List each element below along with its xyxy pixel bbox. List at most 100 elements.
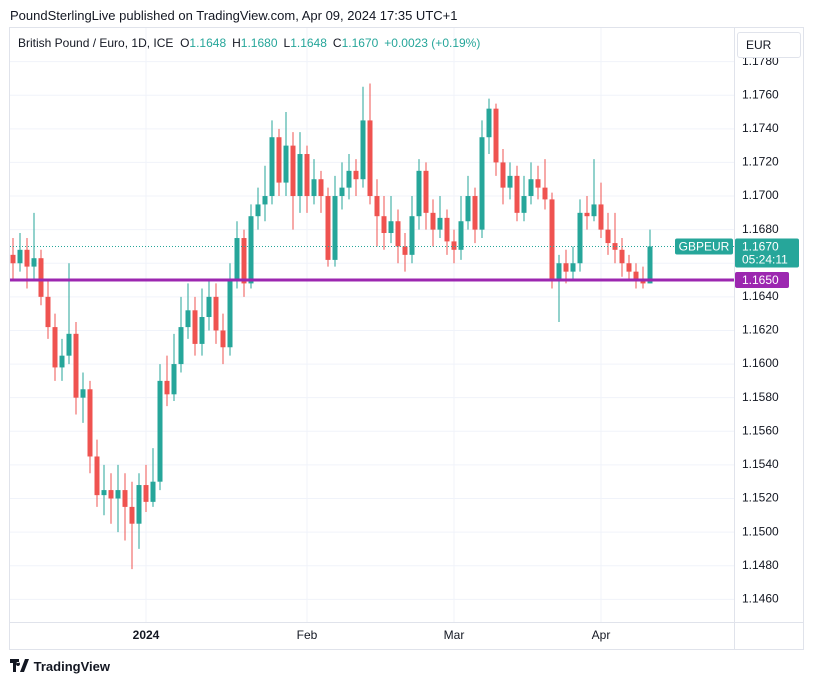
candle-body [304, 154, 310, 197]
candle-body [129, 506, 135, 524]
candle-body [108, 490, 114, 499]
x-tick-label: 2024 [133, 628, 160, 642]
y-tick-label: 1.1620 [742, 323, 779, 337]
candle-body [381, 216, 387, 234]
candle-body [227, 280, 233, 348]
frame [9, 27, 804, 650]
candle-body [626, 263, 632, 272]
candle-body [290, 145, 296, 197]
candle-body [479, 137, 485, 230]
candle-body [640, 280, 646, 284]
candle-body [577, 212, 583, 264]
candle-body [234, 238, 240, 281]
candle-body [101, 490, 107, 496]
candle-body [514, 175, 520, 213]
legend-key: C [332, 36, 342, 50]
candle-body [31, 258, 37, 267]
candle-body [507, 175, 513, 188]
y-tick-label: 1.1760 [742, 87, 779, 101]
last-price-label: 1.1670 [742, 240, 779, 254]
candle-body [549, 199, 555, 281]
candle-body [136, 485, 142, 524]
candle-body [206, 296, 212, 318]
candle-body [500, 162, 506, 188]
candle-body [598, 204, 604, 230]
y-tick-label: 1.1640 [742, 289, 779, 303]
candle-body [192, 310, 198, 344]
brand: TradingView [33, 659, 110, 674]
candle-body [248, 216, 254, 284]
candle-body [395, 221, 401, 247]
y-tick-label: 1.1680 [742, 222, 779, 236]
y-tick-label: 1.1580 [742, 390, 779, 404]
symbol-label: GBPEUR [679, 240, 730, 254]
legend-key: H [232, 36, 241, 50]
candle-body [80, 389, 86, 398]
candle-body [409, 216, 415, 255]
currency-button[interactable]: EUR [737, 32, 801, 58]
candle-body [52, 327, 58, 368]
candle-body [171, 364, 177, 395]
candle-body [255, 204, 261, 217]
y-tick-label: 1.1460 [742, 591, 779, 605]
candle-body [633, 271, 639, 281]
candle-body [213, 296, 219, 331]
candle-body [122, 490, 128, 507]
legend-key: O [180, 36, 190, 50]
y-tick-label: 1.1720 [742, 155, 779, 169]
y-tick-label: 1.1520 [742, 491, 779, 505]
candle-body [311, 179, 317, 197]
candle-body [465, 196, 471, 222]
candle-body [416, 170, 422, 217]
candle-body [493, 108, 499, 163]
candle-body [423, 170, 429, 213]
candle-body [374, 196, 380, 217]
candle-body [143, 485, 149, 502]
x-tick-label: Feb [297, 628, 318, 642]
candle-body [388, 221, 394, 234]
candle-body [486, 108, 492, 138]
candle-body [297, 154, 303, 197]
legend-value: 1.1680 [240, 36, 278, 50]
candle-body [570, 263, 576, 272]
legend-value: 1.1648 [189, 36, 227, 50]
y-tick-label: 1.1540 [742, 457, 779, 471]
header: PoundSterlingLive published on TradingVi… [10, 8, 458, 23]
candle-body [115, 490, 121, 499]
candle-body [353, 170, 359, 180]
candle-body [199, 317, 205, 344]
candle-body [535, 179, 541, 188]
candle-body [472, 196, 478, 230]
candle-body [563, 263, 569, 272]
candle-body [619, 249, 625, 264]
candle-body [276, 137, 282, 183]
candle-body [38, 258, 44, 297]
candle-body [437, 217, 443, 230]
candle-body [444, 217, 450, 242]
candle-body [325, 196, 331, 260]
candle-body [185, 310, 191, 328]
candle-body [241, 238, 247, 284]
candle-body [430, 212, 436, 230]
hline-label-box [735, 272, 789, 289]
candle-body [17, 249, 23, 264]
logo [10, 659, 29, 672]
x-tick-label: Mar [444, 628, 465, 642]
candle-body [521, 196, 527, 213]
candle-body [262, 196, 268, 205]
candle-body [591, 204, 597, 217]
candle-body [367, 120, 373, 197]
candle-body [605, 229, 611, 244]
candle-body [73, 333, 79, 398]
candle-body [94, 456, 100, 496]
candle-body [66, 333, 72, 356]
candle-body [45, 296, 51, 328]
countdown-label: 05:24:11 [742, 253, 788, 267]
legend-value: 1.1670 [341, 36, 379, 50]
candle-body [269, 137, 275, 197]
candle-body [24, 249, 30, 267]
candle-body [346, 170, 352, 188]
legend-key: L [283, 36, 291, 50]
footer-brand: TradingView [10, 659, 110, 674]
